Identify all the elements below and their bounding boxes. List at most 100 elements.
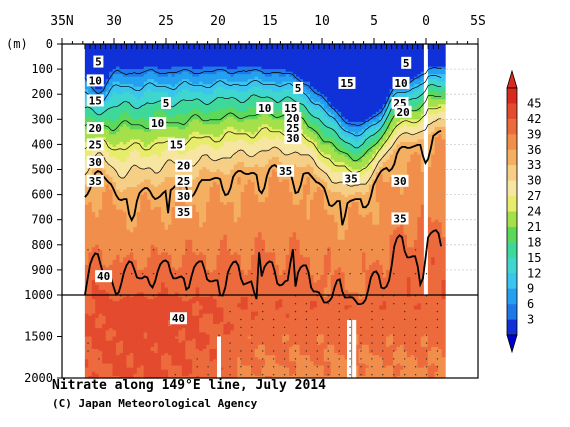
- heatmap-cell: [185, 317, 190, 321]
- heatmap-cell: [206, 172, 211, 176]
- heatmap-cell: [98, 189, 103, 193]
- heatmap-cell: [164, 229, 169, 233]
- heatmap-cell: [102, 212, 107, 216]
- heatmap-cell: [91, 334, 96, 338]
- heatmap-cell: [171, 207, 176, 211]
- heatmap-cell: [168, 131, 173, 135]
- heatmap-cell: [91, 247, 96, 251]
- heatmap-cell: [95, 340, 100, 344]
- heatmap-cell: [98, 234, 103, 238]
- heatmap-cell: [102, 111, 107, 115]
- heatmap-cell: [174, 116, 179, 120]
- heatmap-cell: [202, 321, 207, 325]
- heatmap-cell: [95, 227, 100, 231]
- heatmap-cell: [206, 177, 211, 181]
- heatmap-cell: [157, 207, 162, 211]
- heatmap-cell: [178, 172, 183, 176]
- heatmap-cell: [174, 272, 179, 276]
- heatmap-cell: [168, 222, 173, 226]
- heatmap-cell: [133, 99, 138, 103]
- heatmap-cell: [195, 46, 200, 50]
- heatmap-cell: [140, 202, 145, 206]
- heatmap-cell: [164, 139, 169, 143]
- heatmap-cell: [129, 207, 134, 211]
- heatmap-cell: [133, 119, 138, 123]
- heatmap-cell: [199, 336, 204, 340]
- heatmap-cell: [84, 332, 89, 336]
- heatmap-cell: [181, 254, 186, 258]
- heatmap-cell: [147, 239, 152, 243]
- heatmap-cell: [126, 214, 131, 218]
- heatmap-cell: [109, 234, 114, 238]
- heatmap-cell: [95, 109, 100, 113]
- heatmap-cell: [112, 71, 117, 75]
- heatmap-cell: [150, 373, 155, 377]
- heatmap-cell: [161, 321, 166, 325]
- heatmap-cell: [188, 49, 193, 53]
- heatmap-cell: [178, 116, 183, 120]
- heatmap-cell: [105, 99, 110, 103]
- heatmap-cell: [136, 334, 141, 338]
- heatmap-cell: [168, 217, 173, 221]
- heatmap-cell: [168, 361, 173, 365]
- heatmap-cell: [199, 166, 204, 171]
- heatmap-cell: [202, 91, 207, 95]
- heatmap-cell: [102, 351, 107, 354]
- heatmap-cell: [174, 74, 179, 78]
- heatmap-cell: [109, 56, 114, 60]
- heatmap-cell: [143, 141, 148, 145]
- heatmap-cell: [157, 346, 162, 350]
- heatmap-cell: [109, 332, 114, 336]
- heatmap-cell: [95, 305, 100, 309]
- heatmap-cell: [95, 262, 100, 266]
- heatmap-cell: [129, 259, 134, 263]
- heatmap-cell: [129, 344, 134, 348]
- heatmap-cell: [147, 315, 152, 319]
- heatmap-cell: [119, 126, 124, 130]
- heatmap-cell: [105, 361, 110, 365]
- heatmap-cell: [143, 363, 148, 367]
- heatmap-cell: [195, 369, 200, 373]
- heatmap-cell: [136, 264, 141, 268]
- heatmap-cell: [192, 367, 197, 371]
- heatmap-cell: [109, 96, 114, 100]
- heatmap-cell: [126, 269, 131, 274]
- heatmap-cell: [119, 202, 124, 206]
- heatmap-cell: [195, 340, 200, 344]
- heatmap-cell: [164, 326, 169, 329]
- heatmap-cell: [174, 84, 179, 88]
- heatmap-cell: [116, 279, 121, 284]
- heatmap-cell: [102, 151, 107, 156]
- heatmap-cell: [157, 187, 162, 191]
- heatmap-cell: [126, 54, 131, 58]
- heatmap-cell: [171, 74, 176, 78]
- heatmap-cell: [105, 334, 110, 338]
- heatmap-cell: [140, 295, 145, 298]
- heatmap-cell: [188, 229, 193, 233]
- heatmap-cell: [171, 151, 176, 156]
- heatmap-cell: [133, 161, 138, 166]
- heatmap-cell: [95, 342, 100, 346]
- heatmap-cell: [185, 344, 190, 348]
- heatmap-cell: [185, 277, 190, 281]
- heatmap-cell: [84, 357, 89, 360]
- heatmap-cell: [84, 114, 89, 118]
- heatmap-cell: [136, 104, 141, 108]
- heatmap-cell: [140, 340, 145, 344]
- heatmap-cell: [174, 342, 179, 346]
- heatmap-cell: [157, 359, 162, 362]
- heatmap-cell: [102, 371, 107, 375]
- heatmap-cell: [105, 247, 110, 251]
- heatmap-cell: [206, 212, 211, 216]
- heatmap-cell: [140, 239, 145, 243]
- heatmap-cell: [161, 371, 166, 375]
- heatmap-cell: [102, 234, 107, 238]
- heatmap-cell: [105, 303, 110, 306]
- heatmap-cell: [102, 321, 107, 325]
- heatmap-cell: [157, 365, 162, 369]
- heatmap-cell: [122, 355, 128, 358]
- heatmap-cell: [105, 81, 110, 85]
- heatmap-cell: [202, 369, 207, 373]
- heatmap-cell: [195, 81, 200, 85]
- heatmap-cell: [174, 279, 179, 284]
